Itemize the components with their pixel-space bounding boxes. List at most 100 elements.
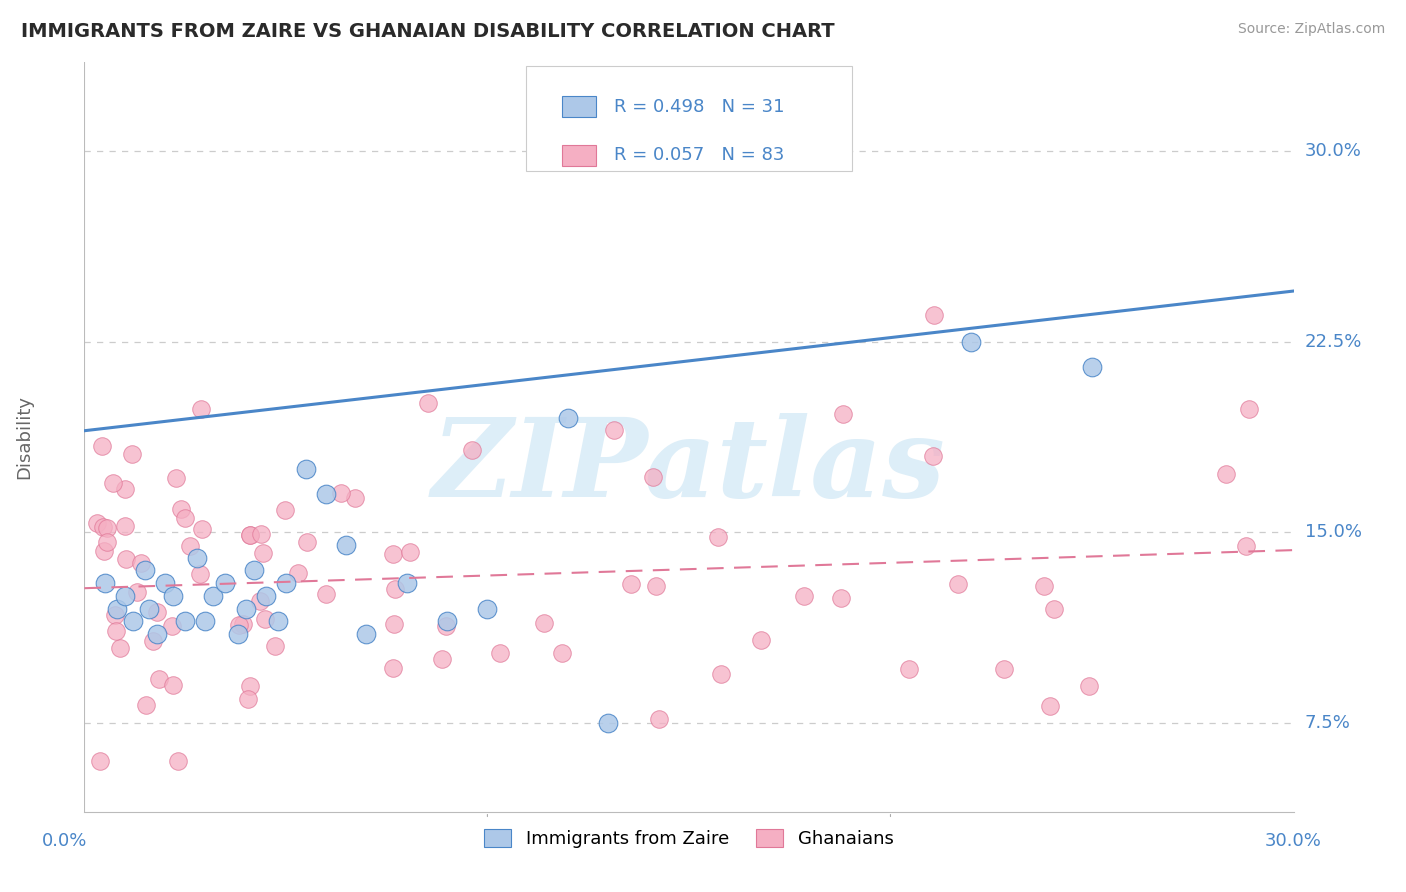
Point bbox=[121, 447, 143, 461]
Point bbox=[160, 618, 183, 632]
Point bbox=[1215, 467, 1237, 482]
Point bbox=[461, 443, 484, 458]
Point bbox=[146, 627, 169, 641]
Point bbox=[148, 672, 170, 686]
Point bbox=[125, 585, 148, 599]
Point bbox=[114, 589, 136, 603]
Point bbox=[598, 715, 620, 730]
Point bbox=[436, 614, 458, 628]
Point bbox=[162, 678, 184, 692]
Point bbox=[477, 601, 499, 615]
Point bbox=[166, 470, 188, 484]
Point bbox=[238, 528, 260, 542]
Point bbox=[254, 589, 277, 603]
Point bbox=[89, 754, 111, 768]
Point bbox=[399, 544, 422, 558]
Point bbox=[232, 617, 254, 632]
Point bbox=[235, 601, 257, 615]
FancyBboxPatch shape bbox=[562, 145, 596, 166]
Point bbox=[134, 563, 156, 577]
Point bbox=[236, 692, 259, 706]
Point bbox=[315, 487, 337, 501]
Legend: Immigrants from Zaire, Ghanaians: Immigrants from Zaire, Ghanaians bbox=[477, 822, 901, 855]
Point bbox=[1237, 401, 1260, 416]
Point bbox=[121, 614, 143, 628]
Point bbox=[749, 632, 772, 647]
Text: Disability: Disability bbox=[15, 395, 32, 479]
Point bbox=[105, 601, 128, 615]
Point bbox=[533, 616, 555, 631]
Point bbox=[382, 616, 405, 631]
Point bbox=[253, 612, 276, 626]
Point bbox=[430, 652, 453, 666]
Point bbox=[384, 582, 406, 597]
Point bbox=[263, 640, 285, 654]
Point bbox=[1081, 360, 1104, 375]
Point bbox=[96, 535, 118, 549]
Point bbox=[115, 552, 138, 566]
Point bbox=[114, 482, 136, 496]
FancyBboxPatch shape bbox=[562, 96, 596, 117]
Point bbox=[395, 576, 418, 591]
Point bbox=[194, 614, 217, 628]
Point bbox=[214, 576, 236, 591]
Text: 7.5%: 7.5% bbox=[1305, 714, 1351, 731]
Point bbox=[86, 516, 108, 530]
Point bbox=[644, 579, 666, 593]
Point bbox=[707, 530, 730, 544]
Point bbox=[315, 587, 337, 601]
Point bbox=[434, 619, 457, 633]
Point bbox=[921, 449, 943, 463]
Point bbox=[993, 662, 1015, 676]
Point bbox=[344, 491, 367, 505]
Point bbox=[1077, 679, 1099, 693]
Point bbox=[239, 528, 262, 542]
Point bbox=[153, 576, 176, 591]
Point bbox=[267, 614, 290, 628]
Text: R = 0.057   N = 83: R = 0.057 N = 83 bbox=[614, 146, 785, 164]
Point bbox=[287, 566, 309, 581]
Point bbox=[274, 576, 297, 591]
Point bbox=[96, 521, 118, 535]
Text: IMMIGRANTS FROM ZAIRE VS GHANAIAN DISABILITY CORRELATION CHART: IMMIGRANTS FROM ZAIRE VS GHANAIAN DISABI… bbox=[21, 22, 835, 41]
Point bbox=[226, 627, 249, 641]
Point bbox=[108, 640, 131, 655]
Text: Source: ZipAtlas.com: Source: ZipAtlas.com bbox=[1237, 22, 1385, 37]
Point bbox=[381, 547, 404, 561]
Point bbox=[93, 576, 115, 591]
Point bbox=[202, 589, 225, 603]
Point bbox=[146, 605, 169, 619]
Point bbox=[249, 594, 271, 608]
Point bbox=[603, 423, 626, 437]
Point bbox=[710, 667, 733, 681]
Point bbox=[793, 589, 815, 603]
Point bbox=[924, 308, 946, 322]
Point bbox=[946, 577, 969, 591]
Point bbox=[105, 624, 128, 638]
Point bbox=[382, 661, 405, 675]
Point bbox=[101, 476, 124, 491]
Point bbox=[620, 576, 643, 591]
Point bbox=[167, 754, 190, 768]
Point bbox=[960, 334, 983, 349]
Point bbox=[142, 633, 165, 648]
Point bbox=[1043, 601, 1066, 615]
Point bbox=[830, 591, 852, 606]
Point bbox=[249, 527, 271, 541]
Point bbox=[129, 557, 152, 571]
Point bbox=[335, 538, 357, 552]
Point bbox=[252, 546, 274, 560]
Point bbox=[104, 608, 127, 623]
Point bbox=[1038, 699, 1060, 714]
Point bbox=[1032, 579, 1054, 593]
Text: 30.0%: 30.0% bbox=[1305, 143, 1361, 161]
Point bbox=[91, 520, 114, 534]
Point bbox=[832, 407, 855, 421]
Point bbox=[162, 589, 184, 603]
Point bbox=[641, 470, 664, 484]
Point bbox=[135, 698, 157, 712]
Point bbox=[418, 395, 440, 409]
Point bbox=[186, 550, 208, 565]
Text: R = 0.498   N = 31: R = 0.498 N = 31 bbox=[614, 97, 785, 116]
Point bbox=[648, 712, 671, 726]
